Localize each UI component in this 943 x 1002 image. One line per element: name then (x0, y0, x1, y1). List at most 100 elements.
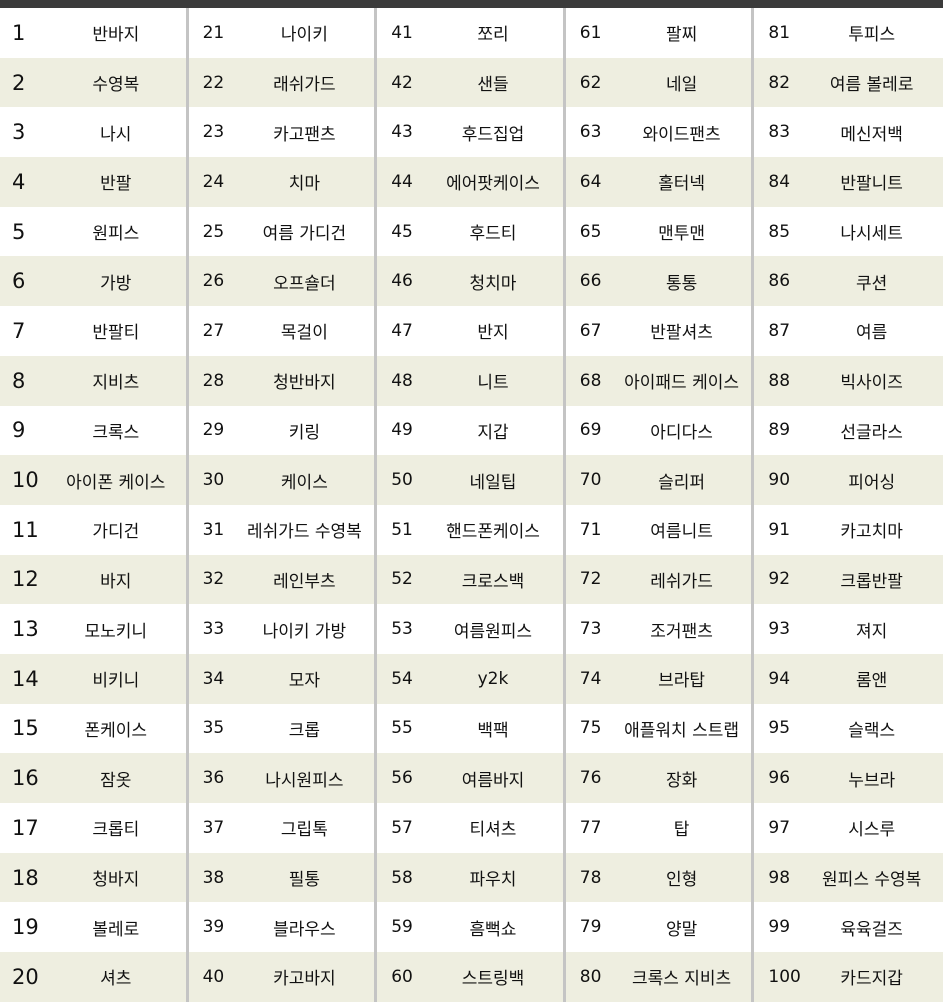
keyword-label: 크롭티 (92, 820, 140, 841)
table-row: 31 레쉬가드 수영복 (189, 505, 375, 555)
rank-number: 88 (768, 370, 791, 391)
table-row: 52 크로스백 (377, 554, 563, 605)
keyword-label: 크롭반팔 (840, 571, 903, 592)
rank-number: 75 (579, 718, 602, 739)
keyword-label: 여름원피스 (453, 621, 533, 642)
rank-number: 36 (202, 768, 225, 789)
rank-number: 41 (391, 22, 413, 43)
keyword-label: 통통 (665, 273, 698, 294)
table-row: 64 홀터넥 (565, 157, 752, 207)
keyword-label: 티셔츠 (469, 820, 517, 841)
keyword-ranking-table: 1 반바지 2 수영복 3 나시 4 반팔 5 원피스 6 가방 7 반팔티 8 지비츠 9 크록스 10 아이폰 케… (0, 8, 943, 1002)
keyword-label: 롬앤 (856, 671, 888, 692)
table-row: 41 쪼리 (377, 8, 563, 58)
rank-number: 33 (202, 619, 225, 640)
table-row: 62 네일 (565, 57, 752, 108)
rank-number: 70 (579, 470, 602, 491)
table-row: 94 롬앤 (754, 653, 943, 704)
rank-number: 64 (579, 171, 602, 192)
table-row: 42 샌들 (377, 57, 563, 108)
keyword-label: 레쉬가드 수영복 (246, 522, 362, 543)
keyword-label: 가방 (100, 273, 132, 294)
table-row: 53 여름원피스 (377, 604, 563, 654)
keyword-label: 후드티 (469, 224, 517, 245)
table-row: 68 아이패드 케이스 (565, 355, 752, 406)
table-row: 32 레인부츠 (188, 554, 375, 605)
rank-column: 1 반바지 2 수영복 3 나시 4 반팔 5 원피스 6 가방 7 반팔티 8 지비츠 9 크록스 10 아이폰 케… (0, 8, 189, 1002)
keyword-label: 모노키니 (84, 621, 148, 642)
rank-number: 60 (391, 966, 413, 987)
keyword-label: 잠옷 (100, 770, 132, 791)
rank-number: 12 (12, 567, 39, 592)
keyword-label: 나시세트 (840, 224, 903, 245)
keyword-label: 수영복 (92, 75, 140, 96)
rank-number: 22 (202, 72, 225, 93)
table-row: 39 블라우스 (189, 902, 375, 952)
keyword-label: 육육걸즈 (840, 919, 903, 940)
table-row: 14 비키니 (0, 653, 186, 704)
rank-number: 53 (391, 619, 413, 640)
keyword-label: 투피스 (848, 25, 896, 46)
rank-number: 34 (202, 668, 225, 689)
rank-number: 50 (391, 470, 413, 491)
keyword-label: 나시원피스 (265, 770, 344, 791)
table-row: 71 여름니트 (566, 505, 752, 555)
rank-number: 48 (391, 370, 413, 391)
rank-number: 26 (202, 271, 225, 292)
table-row: 74 브라탑 (565, 653, 752, 704)
table-row: 70 슬리퍼 (565, 455, 752, 505)
rank-number: 72 (579, 569, 602, 590)
keyword-label: 백팩 (477, 720, 509, 741)
rank-number: 38 (202, 867, 225, 888)
table-row: 5 원피스 (0, 207, 186, 257)
keyword-label: 볼레로 (92, 919, 140, 940)
table-row: 86 쿠션 (754, 256, 943, 307)
keyword-label: 가디건 (92, 522, 140, 543)
rank-number: 56 (391, 768, 413, 789)
keyword-label: 블라우스 (273, 919, 336, 940)
rank-column: 81 투피스 82 여름 볼레로 83 메신저백 84 반팔니트 85 나시세트 86 쿠션 87 여름 8… (754, 8, 943, 1002)
keyword-label: 반팔니트 (840, 174, 903, 195)
rank-number: 8 (12, 368, 26, 393)
table-row: 61 팔찌 (566, 8, 752, 58)
keyword-label: 원피스 (92, 224, 140, 245)
rank-number: 85 (768, 221, 791, 242)
rank-number: 35 (202, 718, 225, 739)
keyword-label: 여름 가디건 (262, 224, 347, 245)
table-row: 79 양말 (566, 902, 752, 952)
rank-number: 52 (391, 569, 413, 590)
rank-number: 83 (768, 122, 791, 143)
rank-number: 31 (202, 519, 225, 540)
keyword-label: 카드지갑 (840, 969, 903, 990)
keyword-label: 지갑 (477, 422, 509, 443)
table-row: 45 후드티 (377, 207, 563, 257)
table-row: 40 카고바지 (188, 952, 375, 1002)
rank-number: 73 (579, 619, 602, 640)
table-row: 91 카고치마 (754, 505, 943, 555)
keyword-label: 여름바지 (461, 770, 525, 791)
rank-number: 94 (768, 668, 791, 689)
table-row: 11 가디건 (0, 505, 186, 555)
rank-number: 74 (579, 668, 602, 689)
rank-number: 57 (391, 817, 413, 838)
table-row: 13 모노키니 (0, 604, 186, 654)
keyword-label: 탑 (673, 820, 690, 841)
table-row: 73 조거팬츠 (566, 604, 752, 654)
rank-number: 32 (202, 569, 225, 590)
keyword-label: 아이폰 케이스 (66, 472, 166, 493)
keyword-label: y2k (477, 668, 509, 689)
table-row: 25 여름 가디건 (189, 207, 375, 257)
rank-number: 65 (579, 221, 602, 242)
rank-number: 100 (768, 966, 801, 987)
keyword-label: 아디다스 (650, 422, 713, 443)
table-row: 57 티셔츠 (377, 803, 563, 853)
keyword-label: 크록스 지비츠 (631, 969, 732, 990)
table-row: 85 나시세트 (754, 207, 943, 257)
header-bar (0, 0, 943, 8)
rank-number: 2 (12, 70, 26, 95)
rank-number: 81 (768, 22, 791, 43)
rank-number: 29 (202, 420, 225, 441)
keyword-label: 스트링백 (461, 969, 525, 990)
table-row: 21 나이키 (189, 8, 375, 58)
rank-number: 51 (391, 519, 413, 540)
